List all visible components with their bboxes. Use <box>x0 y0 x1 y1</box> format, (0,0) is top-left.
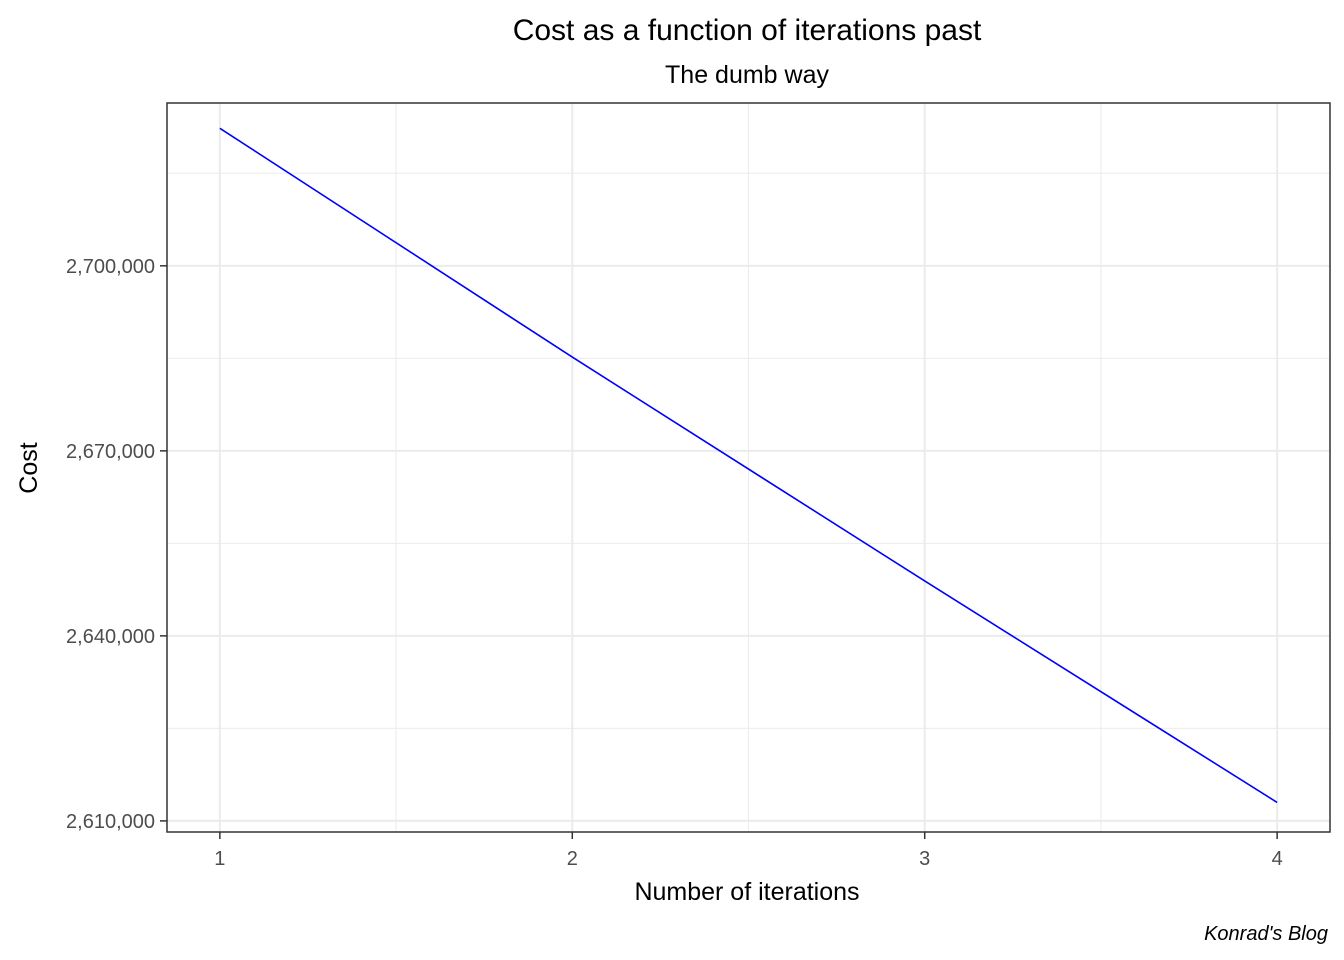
y-axis-title: Cost <box>15 442 43 493</box>
chart-title: Cost as a function of iterations past <box>513 14 982 47</box>
y-tick-label-1: 2,640,000 <box>66 626 155 648</box>
x-axis: 1 2 3 4 <box>214 832 1283 870</box>
x-tick-label-0: 1 <box>214 848 225 870</box>
y-tick-label-2: 2,670,000 <box>66 441 155 463</box>
x-tick-label-3: 4 <box>1272 848 1283 870</box>
y-tick-label-0: 2,610,000 <box>66 811 155 833</box>
x-axis-title: Number of iterations <box>634 878 859 906</box>
chart-caption: Konrad's Blog <box>1204 923 1328 945</box>
y-axis: 2,610,000 2,640,000 2,670,000 2,700,000 <box>66 256 167 833</box>
chart-subtitle: The dumb way <box>665 61 829 89</box>
major-gridlines <box>167 103 1330 832</box>
series-layer <box>219 127 1278 804</box>
series-line-0 <box>219 127 1278 804</box>
panel-border <box>166 102 1331 833</box>
y-tick-label-3: 2,700,000 <box>66 256 155 278</box>
minor-gridlines <box>167 103 1330 832</box>
x-tick-label-2: 3 <box>919 848 930 870</box>
x-tick-label-1: 2 <box>567 848 578 870</box>
